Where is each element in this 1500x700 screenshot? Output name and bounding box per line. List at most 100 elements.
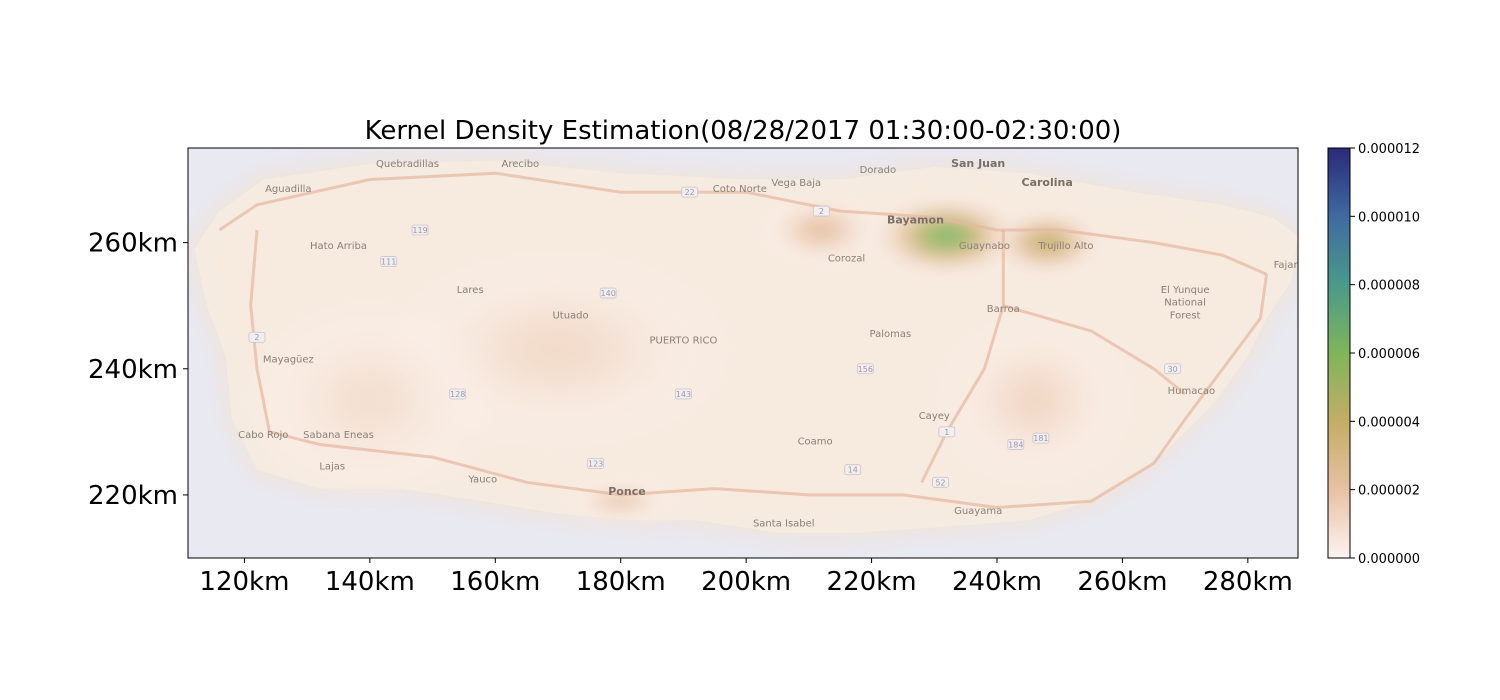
svg-text:156: 156: [858, 365, 873, 374]
map-place-label: Ponce: [608, 485, 645, 498]
road-shield: 1: [938, 426, 956, 438]
road-shield: 14: [844, 464, 862, 476]
density-peak: [244, 299, 496, 502]
map-place-label: Corozal: [828, 254, 865, 265]
svg-text:140: 140: [601, 289, 616, 298]
road-shield: 140: [599, 287, 617, 299]
x-tick-label: 280km: [1203, 567, 1293, 597]
plot-frame: [187, 147, 1299, 559]
road-line: [218, 171, 1268, 276]
colorbar-tick-label: 0.000012: [1358, 142, 1420, 157]
road-line: [249, 229, 1269, 509]
colorbar: 0.000000 0.000002 0.000004 0.000006 0.000008…: [1327, 142, 1420, 567]
road-shield: 156: [856, 363, 874, 375]
x-tick-label: 140km: [325, 567, 415, 597]
map-place-label: San Juan: [951, 157, 1005, 170]
x-tick-label: 220km: [827, 567, 917, 597]
map-place-label: Coto Norte: [713, 184, 767, 195]
svg-text:184: 184: [1008, 440, 1023, 449]
y-tick-label: 220km: [88, 481, 178, 511]
map-place-label: Dorado: [860, 165, 897, 176]
x-axis: 120km 140km 160km 180km 200km 220km 240km 260km…: [199, 558, 1293, 597]
map-place-label: Aguadilla: [265, 184, 311, 195]
colorbar-tick-label: 0.000004: [1358, 415, 1420, 430]
svg-text:30: 30: [1167, 365, 1177, 374]
density-peak: [984, 204, 1110, 281]
map-place-label: Lares: [457, 285, 484, 296]
density-peak: [934, 312, 1135, 489]
map-label-layer: Aguadilla Quebradillas Arecibo Coto Norte Ve…: [238, 157, 1310, 530]
road-shield: 128: [449, 388, 467, 400]
road-shield: 184: [1007, 439, 1025, 450]
road-line: [1002, 304, 1187, 396]
map-place-label: Sabana Eneas: [303, 430, 374, 441]
colorbar-tick-label: 0.000002: [1358, 484, 1420, 499]
map-place-label: Mayagüez: [263, 354, 314, 365]
road-shield: 22: [681, 186, 699, 198]
density-layer: [244, 192, 1135, 527]
svg-text:1: 1: [944, 428, 949, 437]
map-place-label: Cabo Rojo: [238, 430, 288, 441]
chart-title: Kernel Density Estimation(08/28/2017 01:…: [365, 116, 1122, 146]
svg-text:143: 143: [676, 390, 691, 399]
svg-text:2: 2: [254, 333, 259, 342]
y-tick-label: 260km: [88, 229, 178, 259]
colorbar-tick-label: 0.000006: [1358, 347, 1420, 362]
map-place-label: Forest: [1170, 310, 1201, 321]
y-tick-label: 240km: [88, 355, 178, 385]
x-tick-label: 240km: [952, 567, 1042, 597]
colorbar-tick-label: 0.000000: [1358, 552, 1420, 567]
colorbar-gradient: [1327, 147, 1351, 559]
map-place-label: Yauco: [467, 474, 497, 485]
road-shield: 123: [587, 457, 605, 469]
map-place-label: Quebradillas: [376, 159, 439, 170]
density-peak: [564, 476, 678, 527]
svg-text:14: 14: [848, 466, 858, 475]
map-place-label: Santa Isabel: [753, 518, 815, 529]
map-place-label: PUERTO RICO: [650, 336, 718, 347]
svg-text:111: 111: [381, 258, 396, 267]
map-place-label: Guayama: [954, 506, 1002, 517]
svg-text:22: 22: [685, 188, 695, 197]
map-place-label: Cayey: [919, 411, 950, 422]
svg-text:181: 181: [1033, 434, 1048, 443]
svg-text:128: 128: [450, 390, 465, 399]
road-shield: 111: [380, 256, 398, 267]
road-shield: 2: [812, 205, 830, 217]
y-axis: 220km 240km 260km: [88, 229, 188, 511]
map-place-label: Barroa: [987, 304, 1020, 315]
x-tick-label: 260km: [1077, 567, 1167, 597]
map-place-label: Palomas: [870, 329, 912, 340]
road-shield: 181: [1032, 432, 1050, 444]
svg-text:2: 2: [819, 207, 824, 216]
svg-text:52: 52: [935, 478, 945, 487]
road-shield: 119: [411, 224, 429, 236]
density-peak: [758, 192, 885, 268]
map-place-label: Lajas: [319, 462, 345, 473]
svg-text:123: 123: [588, 459, 603, 468]
map-place-label: Carolina: [1022, 176, 1073, 189]
colorbar-tick-label: 0.000008: [1358, 279, 1420, 294]
map-place-label: Bayamon: [887, 214, 944, 227]
map-place-label: Utuado: [552, 310, 588, 321]
x-tick-label: 180km: [576, 567, 666, 597]
map-place-label: National: [1164, 298, 1206, 309]
road-shield: 143: [675, 388, 692, 400]
map-place-label: Trujillo Alto: [1037, 241, 1093, 252]
x-tick-label: 160km: [450, 567, 540, 597]
map-place-label: Coamo: [798, 436, 833, 447]
map-place-label: Fajardo: [1274, 260, 1310, 271]
colorbar-ticks: 0.000000 0.000002 0.000004 0.000006 0.000008…: [1350, 142, 1420, 567]
map-place-label: El Yunque: [1161, 285, 1210, 296]
map-place-label: Guaynabo: [959, 241, 1010, 252]
svg-text:119: 119: [412, 226, 427, 235]
road-shield: 30: [1164, 363, 1181, 375]
x-tick-label: 200km: [701, 567, 791, 597]
map-place-label: Vega Baja: [771, 178, 821, 189]
map-place-label: Hato Arriba: [310, 241, 367, 252]
road-shield: 2: [248, 331, 266, 343]
x-tick-label: 120km: [199, 567, 289, 597]
